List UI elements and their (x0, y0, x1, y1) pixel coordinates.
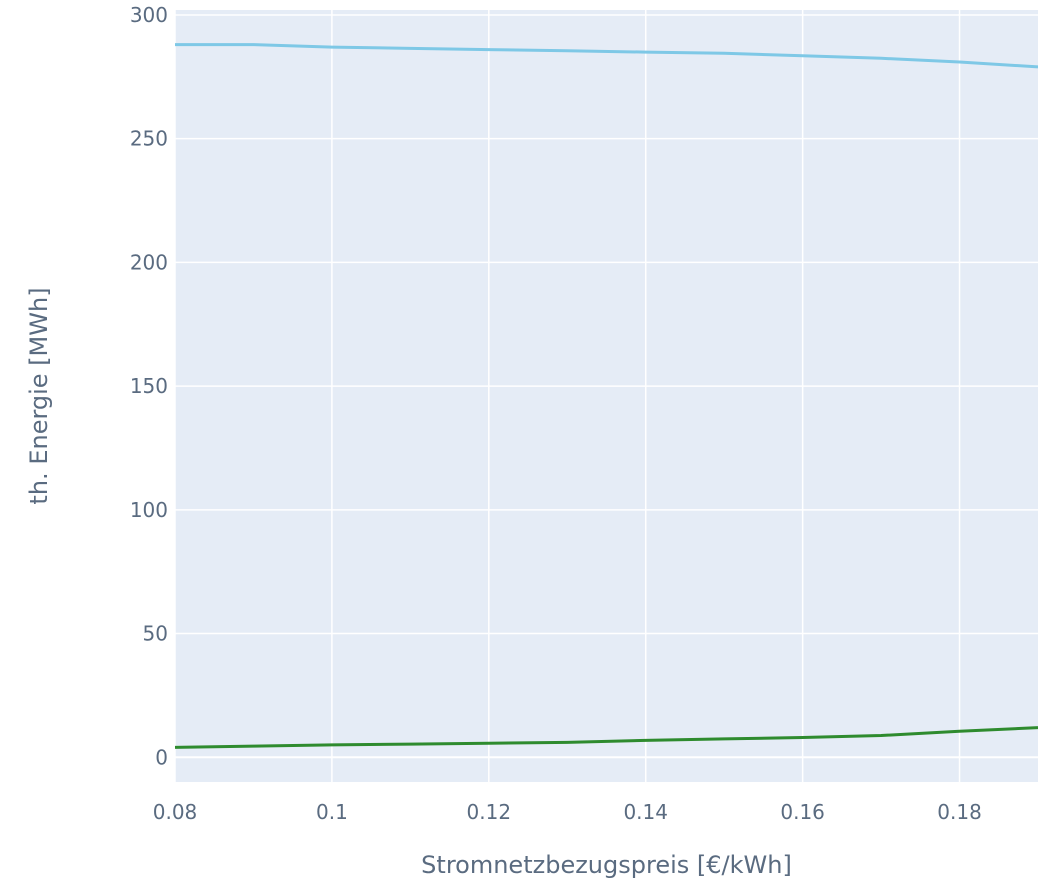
plot-area (175, 10, 1038, 782)
x-tick-label: 0.16 (780, 800, 825, 824)
grid-lines (174, 10, 1038, 782)
x-tick-label: 0.12 (467, 800, 512, 824)
y-tick-label: 300 (130, 3, 168, 27)
x-tick-label: 0.1 (316, 800, 348, 824)
series-lines (174, 43, 1038, 749)
y-tick-label: 50 (143, 622, 168, 646)
series-line-1 (175, 43, 1038, 69)
x-tick-label: 0.18 (937, 800, 982, 824)
y-axis-title: th. Energie [MWh] (25, 287, 53, 504)
x-tick-label: 0.08 (153, 800, 198, 824)
y-tick-label: 0 (155, 745, 168, 769)
x-axis-title: Stromnetzbezugspreis [€/kWh] (421, 851, 792, 879)
y-tick-label: 200 (130, 250, 168, 274)
series-line-2 (174, 726, 1038, 749)
y-tick-label: 100 (130, 498, 168, 522)
x-tick-label: 0.14 (623, 800, 668, 824)
y-tick-label: 150 (130, 374, 168, 398)
y-tick-label: 250 (130, 127, 168, 151)
x-tick-labels: 0.08 0.1 0.12 0.14 0.16 0.18 (153, 800, 982, 824)
y-tick-labels: 0 50 100 150 200 250 300 (130, 3, 168, 769)
